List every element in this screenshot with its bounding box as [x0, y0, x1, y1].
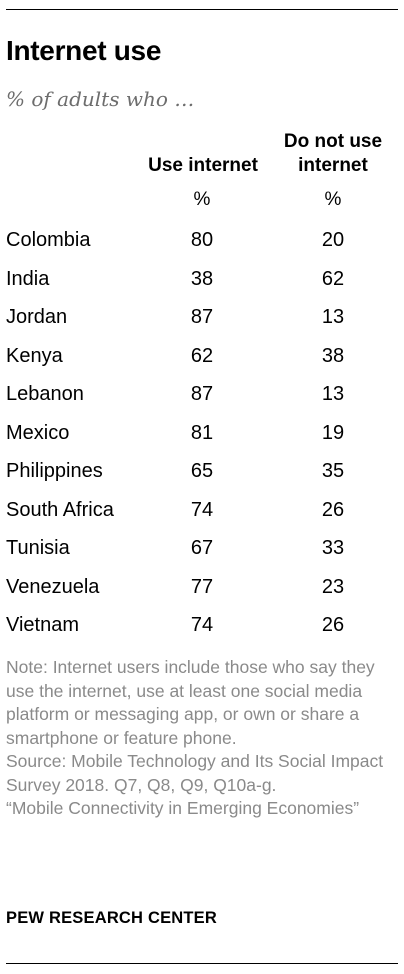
table-row: Vietnam 74 26 [0, 607, 404, 646]
country-label: Jordan [6, 306, 68, 328]
table-row: Lebanon 87 13 [0, 376, 404, 415]
table-row: Jordan 87 13 [0, 299, 404, 338]
table-row: Mexico 81 19 [0, 415, 404, 454]
do-not-use-internet-value: 23 [321, 575, 345, 598]
do-not-use-internet-value: 26 [321, 498, 345, 521]
use-internet-value: 74 [190, 614, 214, 636]
use-internet-value: 38 [190, 267, 214, 290]
country-label: Vietnam [6, 614, 80, 636]
use-internet-value: 87 [190, 383, 214, 405]
table-row: Philippines 65 35 [0, 453, 404, 492]
table-row: Tunisia 67 33 [0, 530, 404, 569]
do-not-use-internet-value: 38 [321, 344, 345, 367]
use-internet-value: 81 [190, 421, 214, 444]
report-title: “Mobile Connectivity in Emerging Economi… [6, 798, 360, 818]
use-internet-value: 67 [190, 537, 214, 559]
do-not-use-internet-value: 20 [321, 229, 345, 251]
use-internet-value: 62 [190, 344, 214, 367]
unit-label-not-use: % [324, 189, 342, 210]
use-internet-value: 87 [190, 306, 214, 328]
table-row: Colombia 80 20 [0, 222, 404, 261]
country-label: Mexico [6, 421, 70, 444]
country-label: Philippines [6, 460, 103, 482]
use-internet-value: 74 [190, 498, 214, 521]
chart-title: Internet use [6, 35, 162, 66]
country-label: South Africa [6, 498, 114, 521]
data-table: Colombia 80 20 India 38 62 Jordan 87 13 Kenya 62 38… [0, 222, 404, 646]
country-label: Venezuela [6, 575, 100, 598]
use-internet-value: 77 [190, 575, 214, 598]
footnote: Note: Internet users include those who s… [6, 656, 398, 821]
country-label: Kenya [6, 344, 63, 367]
table-row: Kenya 62 38 [0, 338, 404, 377]
unit-label-use: % [193, 189, 211, 210]
note-text: Note: Internet users include those who s… [6, 657, 375, 748]
column-header-do-not-use-internet: Do not use internet [283, 131, 383, 176]
do-not-use-internet-value: 19 [321, 421, 345, 444]
bottom-rule [6, 963, 398, 964]
pew-logo-text: PEW RESEARCH CENTER [6, 909, 217, 927]
do-not-use-internet-value: 13 [321, 383, 345, 405]
do-not-use-internet-value: 13 [321, 306, 345, 328]
use-internet-value: 65 [190, 460, 214, 482]
column-header-use-internet: Use internet [148, 155, 258, 176]
do-not-use-internet-value: 35 [321, 460, 345, 482]
use-internet-value: 80 [190, 229, 214, 251]
country-label: Colombia [6, 229, 91, 251]
table-row: South Africa 74 26 [0, 492, 404, 531]
top-rule [6, 9, 398, 10]
do-not-use-internet-value: 62 [321, 267, 345, 290]
chart-subtitle: % of adults who … [6, 87, 195, 111]
country-label: Lebanon [6, 383, 84, 405]
table-row: Venezuela 77 23 [0, 569, 404, 608]
do-not-use-internet-value: 26 [321, 614, 345, 636]
country-label: Tunisia [6, 537, 70, 559]
country-label: India [6, 267, 50, 290]
table-row: India 38 62 [0, 261, 404, 300]
source-text: Source: Mobile Technology and Its Social… [6, 751, 384, 795]
do-not-use-internet-value: 33 [321, 537, 345, 559]
